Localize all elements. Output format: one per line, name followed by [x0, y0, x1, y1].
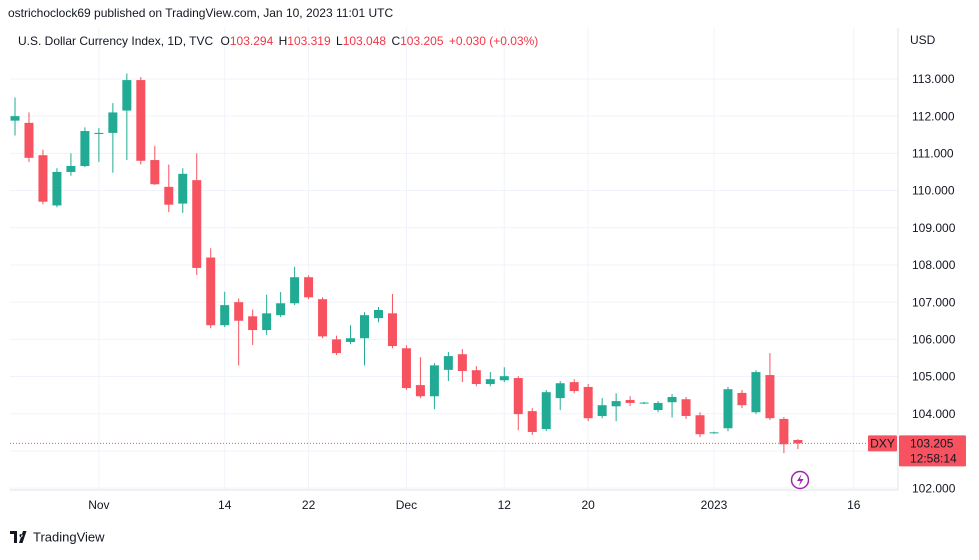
price-box — [899, 435, 966, 467]
last-price-label: 103.205 — [910, 436, 954, 450]
candle-body — [234, 302, 244, 321]
candle-body — [136, 80, 146, 161]
candle-body — [373, 309, 383, 319]
candle-body — [723, 389, 733, 429]
candle-body — [541, 392, 551, 429]
candle-body — [653, 402, 663, 411]
y-tick-label: 108.000 — [912, 258, 956, 272]
x-tick-label: Nov — [88, 498, 109, 512]
x-tick-label: 20 — [582, 498, 596, 512]
x-tick-label: 22 — [302, 498, 316, 512]
candle-body — [667, 397, 677, 403]
candle-body — [10, 116, 20, 121]
candle-body — [569, 382, 579, 392]
y-tick-label: 109.000 — [912, 221, 956, 235]
legend-change: +0.030 (+0.03%) — [449, 34, 538, 48]
candle-body — [360, 315, 369, 339]
candle-body — [248, 316, 258, 331]
candle-body — [681, 399, 691, 416]
candle-body — [457, 354, 467, 371]
brand: TradingView — [33, 529, 105, 544]
candle-body — [793, 440, 803, 444]
candle-body — [387, 313, 397, 347]
candle-body — [318, 299, 328, 337]
event-icon — [790, 470, 810, 490]
candle-body — [304, 277, 314, 298]
candle-body — [765, 375, 775, 419]
legend-label: C — [391, 34, 400, 48]
ticker: DXY — [870, 436, 895, 450]
ticker-box — [868, 435, 897, 452]
legend-label: H — [279, 34, 288, 48]
legend-value: 103.319 — [287, 34, 331, 48]
candle-body — [24, 122, 34, 158]
legend-label: O — [221, 34, 230, 48]
candle-body — [499, 376, 509, 381]
candle-body — [471, 370, 481, 384]
candle-body — [583, 386, 593, 419]
candle-body — [737, 392, 747, 406]
candle-body — [485, 379, 495, 384]
legend-label: L — [336, 34, 343, 48]
legend-symbol: U.S. Dollar Currency Index, 1D, TVC — [18, 34, 214, 48]
candle-body — [52, 171, 62, 206]
candle-body — [611, 401, 621, 407]
y-tick-label: 113.000 — [912, 72, 955, 86]
candle-body — [220, 305, 230, 326]
y-tick-label: 106.000 — [912, 333, 956, 347]
brand-logo — [10, 531, 27, 543]
legend: U.S. Dollar Currency Index, 1D, TVC O103… — [18, 34, 538, 48]
candle-body — [751, 372, 761, 413]
countdown: 12:58:14 — [910, 451, 957, 465]
candle-body — [513, 378, 523, 415]
candle-body — [192, 180, 202, 268]
candle-body — [332, 339, 342, 354]
candle-body — [415, 385, 425, 397]
legend-value: 103.048 — [343, 34, 387, 48]
plot-area — [10, 28, 898, 490]
candle-body — [178, 173, 188, 204]
y-tick-label: 104.000 — [912, 407, 956, 421]
candle-body — [206, 257, 216, 326]
candle-body — [66, 166, 76, 172]
candle-body — [164, 186, 174, 205]
candle-body — [625, 399, 635, 403]
candle-body — [695, 415, 705, 435]
y-tick-label: 102.000 — [912, 481, 956, 495]
y-tick-label: 107.000 — [912, 295, 956, 309]
candle-body — [94, 132, 104, 135]
candle-body — [429, 365, 439, 397]
header: ostrichoclock69 published on TradingView… — [8, 6, 393, 20]
candle-body — [597, 405, 607, 416]
candle-body — [346, 338, 356, 342]
x-tick-label: 14 — [218, 498, 232, 512]
candle-body — [262, 313, 272, 331]
currency: USD — [910, 33, 936, 47]
candle-body — [276, 303, 286, 316]
x-tick-label: Dec — [396, 498, 417, 512]
y-tick-label: 105.000 — [912, 370, 956, 384]
candle-body — [122, 80, 132, 111]
candle-body — [108, 112, 118, 133]
candle-body — [527, 411, 537, 432]
candle-body — [779, 418, 789, 445]
x-tick-label: 2023 — [701, 498, 728, 512]
candle-body — [555, 383, 565, 399]
candle-body — [80, 131, 90, 167]
candle-body — [290, 277, 300, 304]
y-tick-label: 112.000 — [912, 109, 955, 123]
candle-body — [639, 402, 649, 404]
y-tick-label: 111.000 — [912, 147, 954, 161]
candle-body — [401, 348, 411, 389]
candle-body — [150, 160, 160, 185]
candle-body — [443, 356, 453, 370]
y-tick-label: 110.000 — [912, 184, 955, 198]
legend-value: 103.294 — [230, 34, 274, 48]
candle-body — [709, 432, 719, 434]
x-tick-label: 12 — [498, 498, 512, 512]
legend-value: 103.205 — [400, 34, 444, 48]
candle-body — [38, 155, 48, 202]
x-tick-label: 16 — [847, 498, 861, 512]
